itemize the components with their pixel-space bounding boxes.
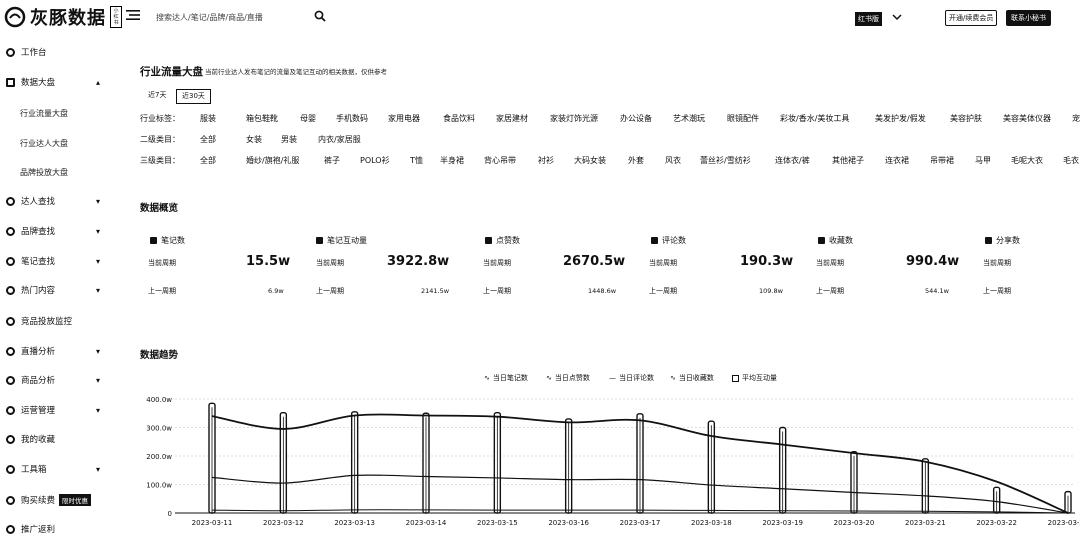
y-tick-label: 0 <box>168 510 172 518</box>
x-tick-label: 2023-03-14 <box>406 519 447 527</box>
y-tick-label: 300.0w <box>146 425 172 433</box>
y-tick-label: 200.0w <box>146 453 172 461</box>
x-tick-label: 2023-03-17 <box>620 519 661 527</box>
x-tick-label: 2023-03-18 <box>691 519 732 527</box>
y-tick-label: 400.0w <box>146 396 172 404</box>
y-tick-label: 100.0w <box>146 482 172 490</box>
x-tick-label: 2023-03-13 <box>334 519 375 527</box>
x-tick-label: 2023-03-23 <box>1048 519 1080 527</box>
x-tick-label: 2023-03-16 <box>548 519 589 527</box>
x-tick-label: 2023-03-19 <box>762 519 803 527</box>
x-tick-label: 2023-03-12 <box>263 519 304 527</box>
x-tick-label: 2023-03-21 <box>905 519 946 527</box>
x-tick-label: 2023-03-11 <box>192 519 233 527</box>
x-tick-label: 2023-03-22 <box>976 519 1017 527</box>
x-tick-label: 2023-03-15 <box>477 519 518 527</box>
x-tick-label: 2023-03-20 <box>834 519 875 527</box>
